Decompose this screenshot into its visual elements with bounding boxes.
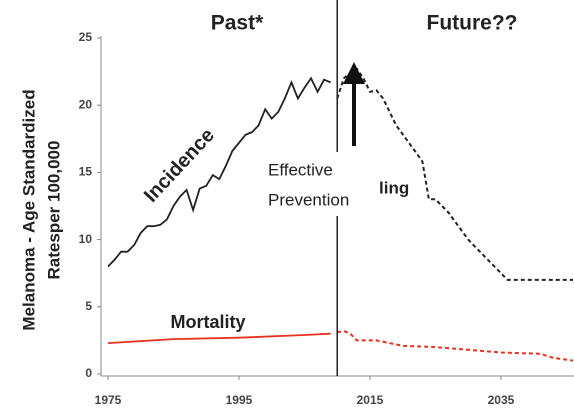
annotation: Prevention: [268, 190, 349, 209]
y-tick-label: 20: [79, 97, 93, 111]
series-line: [337, 329, 574, 362]
y-tick-label: 10: [79, 232, 93, 246]
y-tick-label: 25: [79, 30, 93, 44]
series-line: [107, 76, 332, 268]
callout-box: [262, 152, 378, 216]
y-tick-label: 5: [85, 299, 92, 313]
y-label-line: Melanoma - Age Standardized: [19, 89, 38, 330]
annotation: Effective: [268, 160, 333, 179]
x-tick-label: 2035: [488, 393, 515, 407]
y-tick-label: 0: [85, 366, 92, 380]
arrow-head: [343, 62, 365, 84]
x-tick-label: 1975: [95, 393, 122, 407]
annotation: Mortality: [170, 312, 245, 332]
y-label-line: Ratesper 100,000: [44, 141, 63, 280]
annotation: Past*: [211, 12, 264, 35]
x-tick-label: 1995: [226, 393, 253, 407]
x-tick-label: 2015: [357, 393, 384, 407]
y-tick-label: 15: [79, 165, 93, 179]
annotation: Incidence: [140, 124, 219, 206]
y-label: Melanoma - Age Standardized Ratesper 100…: [19, 89, 63, 330]
series-line: [107, 332, 331, 344]
annotation: Future??: [427, 12, 518, 35]
annotation: ling: [379, 178, 409, 197]
